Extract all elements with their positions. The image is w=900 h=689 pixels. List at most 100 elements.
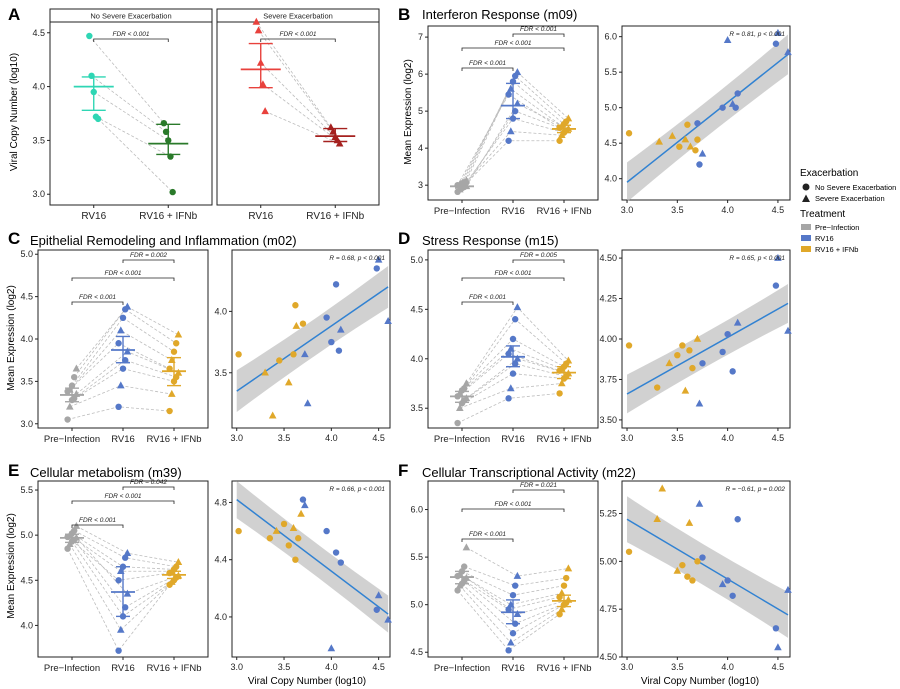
D-sc-point xyxy=(729,368,736,375)
F-sc-xtick-label: 4.0 xyxy=(721,662,734,672)
F-sc-point xyxy=(699,554,706,561)
A-no-point xyxy=(160,119,168,127)
legend-triangle-icon xyxy=(802,194,810,202)
E-sc-xtick-label: 3.0 xyxy=(230,662,243,672)
E-dot-bracket xyxy=(71,500,175,504)
C-dot-point xyxy=(119,365,127,372)
F-sc-point xyxy=(625,548,633,555)
C-dot-pair-line xyxy=(73,308,177,378)
C-dot-xtick-label: RV16 + IFNb xyxy=(146,434,201,445)
F-sc-ytick-label: 5.25 xyxy=(599,509,617,519)
legend-swatch-rv16 xyxy=(801,235,811,241)
A-sev-pair-line xyxy=(262,84,338,141)
E-dot-ytick-label: 5.0 xyxy=(20,530,33,540)
F-sc-point xyxy=(734,516,741,523)
C-sc-point xyxy=(292,302,299,309)
B-dot-xtick-label: RV16 xyxy=(501,206,525,217)
C-dot-ytick-label: 4.0 xyxy=(20,334,33,344)
xlabel-e-scatter: Viral Copy Number (log10) xyxy=(248,676,366,687)
panel-letter-e: E xyxy=(8,461,19,480)
E-sc-point xyxy=(285,542,292,549)
C-sc-xtick-label: 4.0 xyxy=(325,433,338,443)
F-sc-point xyxy=(689,577,696,584)
C-dot-xtick-label: Pre−Infection xyxy=(44,434,100,445)
E-sc-point xyxy=(295,535,302,542)
ylabel-e: Mean Expression (log2) xyxy=(6,513,17,619)
C-sc-point xyxy=(323,314,330,321)
F-sc-ytick-label: 5.00 xyxy=(599,556,617,566)
strip-severe-exacerbation-label: Severe Exacerbation xyxy=(263,12,333,21)
A-no-point xyxy=(86,32,93,40)
C-dot-point xyxy=(119,314,127,322)
A-sev-point xyxy=(252,17,261,25)
legend-swatch-pre xyxy=(801,224,811,230)
strip-no-exacerbation-label: No Severe Exacerbation xyxy=(90,12,171,21)
A-ytick-label: 3.0 xyxy=(32,189,45,199)
E-dot-point xyxy=(72,521,81,529)
E-dot-bracket xyxy=(122,486,175,490)
C-dot-point xyxy=(72,364,81,372)
C-sc-point xyxy=(276,357,283,364)
D-sc-point xyxy=(784,326,792,334)
ylabel-a: Viral Copy Number (log10) xyxy=(9,53,20,171)
C-dot-point xyxy=(117,326,125,334)
D-sc-point xyxy=(689,364,696,372)
legend-treat-item-1: RV16 xyxy=(815,234,834,243)
C-sc-point xyxy=(374,255,383,263)
C-sc-xtick-label: 3.0 xyxy=(230,433,243,443)
B-dot-bracket xyxy=(461,67,514,71)
C-dot-ytick-label: 3.5 xyxy=(20,376,33,386)
F-sc-point xyxy=(684,573,691,580)
B-sc-fit-line xyxy=(626,53,789,183)
B-dot-xtick-label: RV16 + IFNb xyxy=(536,206,591,217)
E-sc-stat-label: R = 0.66, p < 0.001 xyxy=(329,486,385,493)
E-dot-point xyxy=(122,554,129,561)
D-dot-point xyxy=(564,356,573,364)
F-sc-point xyxy=(685,518,694,526)
C-dot-point xyxy=(170,348,178,355)
B-dot-bracket-label: FDR < 0.001 xyxy=(494,40,531,47)
B-dot-ytick-label: 4 xyxy=(418,143,423,153)
F-dot-ytick-label: 5.5 xyxy=(410,552,423,562)
D-sc-point xyxy=(774,253,782,261)
C-dot-point xyxy=(115,340,122,347)
E-dot-xtick-label: Pre−Infection xyxy=(44,663,100,674)
F-dot-point xyxy=(556,610,563,618)
F-dot-point xyxy=(563,574,570,582)
B-dot-pair-line xyxy=(463,110,567,188)
C-sc-stat-label: R = 0.68, p < 0.001 xyxy=(329,255,385,262)
D-sc-point xyxy=(679,342,686,349)
D-dot-point xyxy=(556,390,563,397)
B-sc-point xyxy=(684,121,691,128)
E-dot-pair-line xyxy=(76,537,179,595)
E-sc-xtick-label: 4.0 xyxy=(325,662,338,672)
F-dot-point xyxy=(513,571,522,579)
C-dot-pair-line xyxy=(69,330,173,391)
E-dot-point xyxy=(123,549,132,557)
F-dot-pair-line xyxy=(466,547,569,577)
D-sc-point xyxy=(693,334,702,342)
B-dot-pair-line xyxy=(461,80,565,184)
F-sc-xtick-label: 4.5 xyxy=(772,662,785,672)
F-dot-point xyxy=(461,563,468,570)
D-sc-point xyxy=(699,360,706,367)
D-sc-stat-label: R = 0.65, p < 0.001 xyxy=(729,255,785,262)
D-sc-xtick-label: 4.0 xyxy=(721,433,734,443)
D-sc-point xyxy=(719,348,726,356)
B-dot-point xyxy=(462,176,471,184)
E-dot-pair-line xyxy=(73,539,177,608)
C-sc-ytick-label: 4.0 xyxy=(214,306,227,316)
E-sc-point xyxy=(373,606,380,613)
E-sc-xtick-label: 3.5 xyxy=(278,662,291,672)
D-dot-bracket xyxy=(461,301,514,305)
B-sc-point xyxy=(696,161,703,168)
A-no-pair-line xyxy=(97,118,173,193)
A-ytick-label: 3.5 xyxy=(32,135,45,145)
B-sc-point xyxy=(774,28,782,36)
E-dot-pair-line xyxy=(69,543,173,631)
B-dot-ytick-label: 3 xyxy=(418,180,423,190)
xlabel-f-scatter: Viral Copy Number (log10) xyxy=(641,676,759,687)
F-sc-point xyxy=(729,592,736,599)
F-sc-point xyxy=(695,499,704,507)
D-dot-pair-line xyxy=(463,363,567,401)
